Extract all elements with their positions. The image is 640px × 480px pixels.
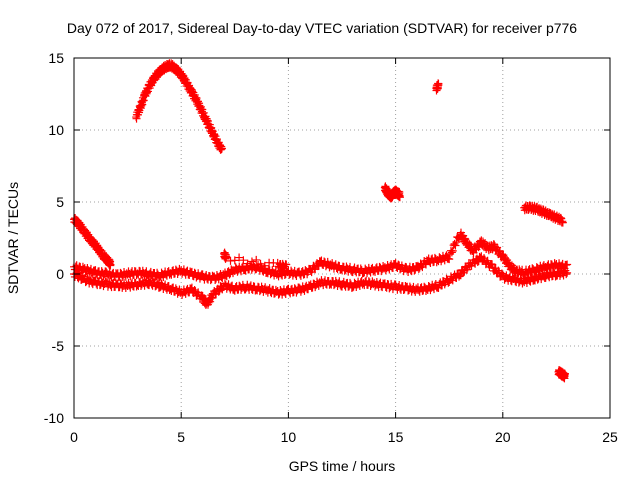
chart-title: Day 072 of 2017, Sidereal Day-to-day VTE… xyxy=(67,20,577,36)
data-point xyxy=(448,246,457,255)
data-point xyxy=(551,272,560,281)
data-point xyxy=(211,289,220,298)
series-cluster-17h xyxy=(432,79,443,95)
series-arc-early-decline xyxy=(70,214,115,270)
data-point xyxy=(562,270,571,279)
x-tick-label: 15 xyxy=(388,429,404,445)
plot-frame xyxy=(73,57,611,419)
x-tick-label: 20 xyxy=(495,429,511,445)
x-tick-label: 25 xyxy=(602,429,618,445)
data-point xyxy=(217,144,226,153)
data-point xyxy=(222,252,231,261)
data-point xyxy=(395,193,404,202)
data-point xyxy=(314,261,323,270)
series-arc-high xyxy=(132,59,226,154)
data-point xyxy=(558,218,567,227)
data-point xyxy=(153,278,162,287)
y-tick-label: 10 xyxy=(48,122,64,138)
data-point xyxy=(563,268,572,277)
series-band-lower xyxy=(70,252,572,309)
grid-lines xyxy=(74,58,610,418)
series-band-upper xyxy=(70,228,572,285)
data-point xyxy=(252,255,261,264)
y-tick-label: -5 xyxy=(52,338,65,354)
y-tick-label: -10 xyxy=(44,410,64,426)
data-point xyxy=(451,241,460,250)
y-tick-label: 15 xyxy=(48,50,64,66)
data-point xyxy=(560,369,569,378)
data-point xyxy=(445,255,454,264)
data-point xyxy=(539,261,548,270)
data-point xyxy=(450,239,459,248)
data-point xyxy=(447,248,456,257)
x-axis-label: GPS time / hours xyxy=(289,458,396,474)
data-point xyxy=(463,265,472,274)
data-point xyxy=(225,270,234,279)
x-tick-label: 0 xyxy=(70,429,78,445)
data-point xyxy=(455,272,464,281)
series-cluster-23h xyxy=(554,365,569,383)
data-point xyxy=(106,260,115,269)
data-point xyxy=(261,264,270,273)
axis-ticks: 0 5 10 15 20 25 -10 -5 0 5 10 15 xyxy=(44,50,618,445)
series-arc-21h xyxy=(520,201,567,227)
x-tick-label: 10 xyxy=(281,429,297,445)
data-point xyxy=(75,271,84,280)
data-point xyxy=(434,79,443,88)
data-point xyxy=(235,253,244,262)
data-point xyxy=(414,265,423,274)
data-point xyxy=(230,256,239,265)
data-point xyxy=(473,257,482,266)
series-cluster-15h xyxy=(380,182,404,203)
data-point xyxy=(563,260,572,269)
data-point xyxy=(482,258,491,267)
data-point xyxy=(260,264,269,273)
data-point xyxy=(452,238,461,247)
x-tick-label: 5 xyxy=(177,429,185,445)
y-tick-label: 0 xyxy=(56,266,64,282)
y-tick-label: 5 xyxy=(56,194,64,210)
data-points xyxy=(70,59,572,383)
y-axis-label: SDTVAR / TECUs xyxy=(5,182,21,294)
